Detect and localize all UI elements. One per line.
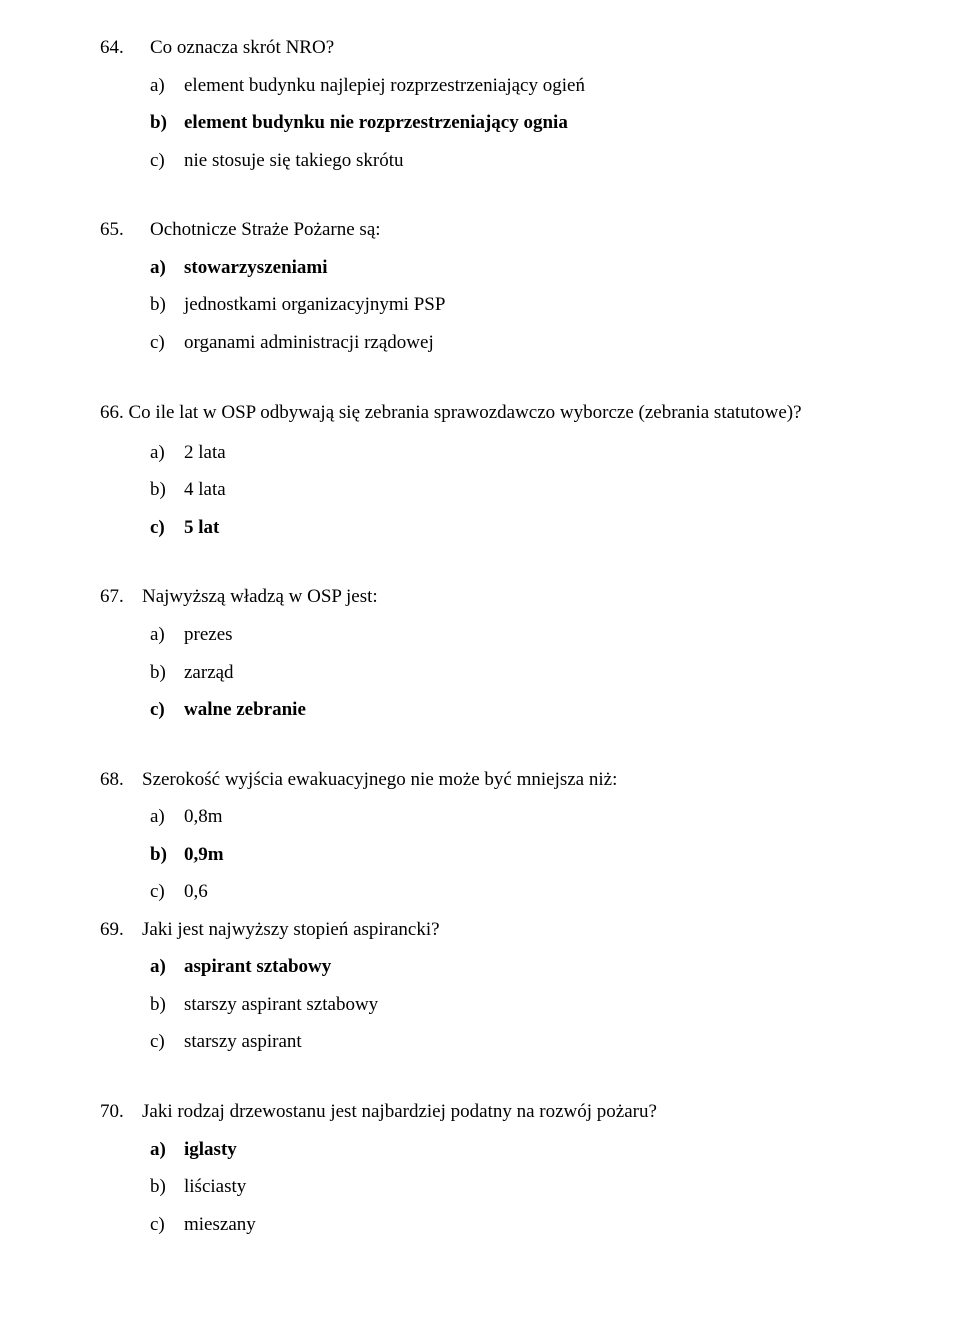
question-68: 68. Szerokość wyjścia ewakuacyjnego nie … [100,766,890,906]
question-header: 64. Co oznacza skrót NRO? [100,34,890,62]
options-list: a) element budynku najlepiej rozprzestrz… [150,72,890,175]
option-label: a) [150,621,184,649]
option-text: walne zebranie [184,696,890,724]
question-number: 67. [100,583,142,611]
option-text: 4 lata [184,476,890,504]
option-c: c) nie stosuje się takiego skrótu [150,147,890,175]
option-a: a) iglasty [150,1136,890,1164]
option-b: b) 4 lata [150,476,890,504]
option-label: b) [150,659,184,687]
option-b: b) element budynku nie rozprzestrzeniają… [150,109,890,137]
option-label: b) [150,841,184,869]
question-number: 66. [100,402,124,423]
option-c: c) starszy aspirant [150,1028,890,1056]
option-text: 0,8m [184,803,890,831]
option-a: a) stowarzyszeniami [150,254,890,282]
option-label: c) [150,147,184,175]
option-a: a) aspirant sztabowy [150,953,890,981]
option-text: mieszany [184,1211,890,1239]
question-number: 68. [100,766,142,794]
question-number: 64. [100,34,150,62]
option-b: b) starszy aspirant sztabowy [150,991,890,1019]
question-number: 65. [100,216,150,244]
option-text: stowarzyszeniami [184,254,890,282]
option-text: starszy aspirant [184,1028,890,1056]
option-c: c) 0,6 [150,878,890,906]
option-label: c) [150,696,184,724]
option-label: a) [150,1136,184,1164]
question-number: 69. [100,916,142,944]
option-a: a) prezes [150,621,890,649]
question-70: 70. Jaki rodzaj drzewostanu jest najbard… [100,1098,890,1238]
question-text: Co ile lat w OSP odbywają się zebrania s… [124,402,802,423]
question-number: 70. [100,1098,142,1126]
option-label: a) [150,439,184,467]
option-text: element budynku nie rozprzestrzeniający … [184,109,890,137]
option-label: b) [150,109,184,137]
options-list: a) prezes b) zarząd c) walne zebranie [150,621,890,724]
option-label: b) [150,1173,184,1201]
option-label: b) [150,476,184,504]
question-header: 66. Co ile lat w OSP odbywają się zebran… [100,398,890,428]
question-header: 67. Najwyższą władzą w OSP jest: [100,583,890,611]
option-a: a) element budynku najlepiej rozprzestrz… [150,72,890,100]
option-c: c) mieszany [150,1211,890,1239]
question-64: 64. Co oznacza skrót NRO? a) element bud… [100,34,890,174]
option-label: a) [150,803,184,831]
option-text: jednostkami organizacyjnymi PSP [184,291,890,319]
option-a: a) 0,8m [150,803,890,831]
question-66: 66. Co ile lat w OSP odbywają się zebran… [100,398,890,541]
question-69: 69. Jaki jest najwyższy stopień aspiranc… [100,916,890,1056]
question-text: Co oznacza skrót NRO? [150,34,890,62]
option-b: b) jednostkami organizacyjnymi PSP [150,291,890,319]
option-text: 0,9m [184,841,890,869]
question-header: 70. Jaki rodzaj drzewostanu jest najbard… [100,1098,890,1126]
options-list: a) stowarzyszeniami b) jednostkami organ… [150,254,890,357]
document-page: 64. Co oznacza skrót NRO? a) element bud… [0,0,960,1308]
options-list: a) iglasty b) liściasty c) mieszany [150,1136,890,1239]
option-label: a) [150,254,184,282]
options-list: a) aspirant sztabowy b) starszy aspirant… [150,953,890,1056]
option-text: 0,6 [184,878,890,906]
question-header: 69. Jaki jest najwyższy stopień aspiranc… [100,916,890,944]
option-label: c) [150,329,184,357]
option-label: c) [150,1211,184,1239]
option-label: c) [150,1028,184,1056]
question-text: Szerokość wyjścia ewakuacyjnego nie może… [142,766,890,794]
option-label: a) [150,72,184,100]
option-label: c) [150,514,184,542]
question-text: Najwyższą władzą w OSP jest: [142,583,890,611]
option-text: prezes [184,621,890,649]
question-text: Jaki rodzaj drzewostanu jest najbardziej… [142,1098,890,1126]
question-text: Ochotnicze Straże Pożarne są: [150,216,890,244]
option-b: b) zarząd [150,659,890,687]
option-label: c) [150,878,184,906]
options-list: a) 0,8m b) 0,9m c) 0,6 [150,803,890,906]
option-c: c) 5 lat [150,514,890,542]
option-b: b) liściasty [150,1173,890,1201]
option-b: b) 0,9m [150,841,890,869]
option-text: iglasty [184,1136,890,1164]
question-header: 68. Szerokość wyjścia ewakuacyjnego nie … [100,766,890,794]
option-text: 5 lat [184,514,890,542]
option-a: a) 2 lata [150,439,890,467]
question-text: Jaki jest najwyższy stopień aspirancki? [142,916,890,944]
option-label: a) [150,953,184,981]
question-65: 65. Ochotnicze Straże Pożarne są: a) sto… [100,216,890,356]
option-label: b) [150,991,184,1019]
question-67: 67. Najwyższą władzą w OSP jest: a) prez… [100,583,890,723]
option-text: starszy aspirant sztabowy [184,991,890,1019]
options-list: a) 2 lata b) 4 lata c) 5 lat [150,439,890,542]
option-text: liściasty [184,1173,890,1201]
option-text: aspirant sztabowy [184,953,890,981]
option-label: b) [150,291,184,319]
option-text: nie stosuje się takiego skrótu [184,147,890,175]
option-text: 2 lata [184,439,890,467]
question-header: 65. Ochotnicze Straże Pożarne są: [100,216,890,244]
option-text: element budynku najlepiej rozprzestrzeni… [184,72,890,100]
option-text: organami administracji rządowej [184,329,890,357]
option-text: zarząd [184,659,890,687]
option-c: c) organami administracji rządowej [150,329,890,357]
option-c: c) walne zebranie [150,696,890,724]
